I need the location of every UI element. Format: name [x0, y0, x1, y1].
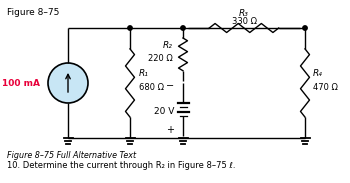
Text: Figure 8–75 Full Alternative Text: Figure 8–75 Full Alternative Text — [7, 151, 136, 160]
Text: 330 Ω: 330 Ω — [231, 18, 257, 27]
Text: R₄: R₄ — [313, 70, 323, 79]
Text: R₃: R₃ — [239, 10, 249, 18]
Text: −: − — [166, 81, 174, 91]
Text: 10. Determine the current through R₂ in Figure 8–75 ℓ.: 10. Determine the current through R₂ in … — [7, 161, 236, 170]
Text: R₁: R₁ — [139, 68, 149, 77]
Circle shape — [181, 26, 185, 30]
Text: 20 V: 20 V — [154, 107, 174, 116]
Circle shape — [48, 63, 88, 103]
Text: R₂: R₂ — [163, 41, 173, 50]
Text: 220 Ω: 220 Ω — [148, 54, 173, 63]
Text: +: + — [166, 125, 174, 135]
Text: 680 Ω: 680 Ω — [139, 83, 164, 92]
Text: 470 Ω: 470 Ω — [313, 83, 338, 92]
Text: Figure 8–75: Figure 8–75 — [7, 8, 60, 17]
Text: 100 mA: 100 mA — [2, 79, 40, 87]
Circle shape — [303, 26, 307, 30]
Circle shape — [128, 26, 132, 30]
